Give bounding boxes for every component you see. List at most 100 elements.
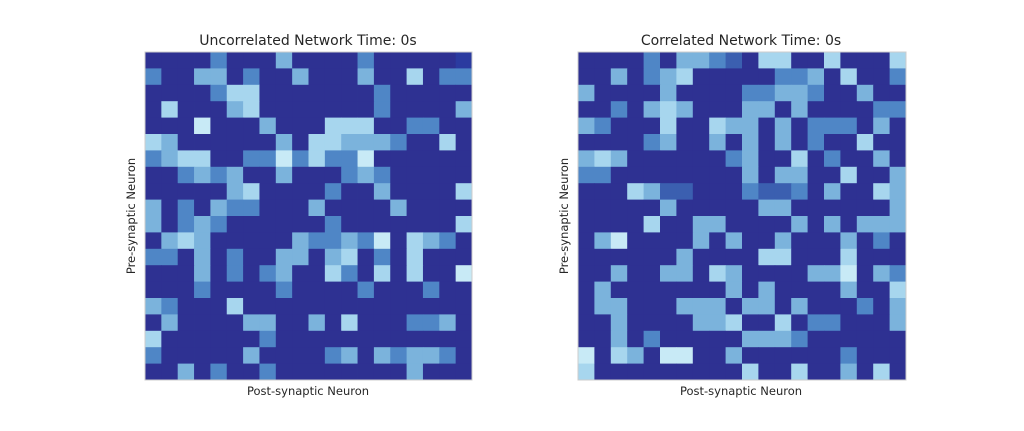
heatmap-cell [594,199,612,217]
heatmap-cell [758,134,776,151]
heatmap-cell [161,314,179,332]
heatmap-cell [439,101,457,118]
heatmap-cell [390,298,407,315]
heatmap-cell [145,183,162,200]
heatmap-cell [145,265,162,282]
heatmap-cell [145,199,162,217]
heatmap-cell [627,281,644,299]
heatmap-cell [292,68,309,86]
heatmap-cell [643,84,661,102]
heatmap-cell [676,281,694,299]
heatmap-cell [275,363,293,381]
heatmap-cell [824,101,841,118]
heatmap-cell [774,330,792,348]
heatmap-cell [161,183,179,200]
heatmap-cell [676,330,694,348]
heatmap-cell [324,101,342,118]
heatmap-cell [725,150,743,168]
heatmap-cell [643,347,661,364]
heatmap-cell [194,363,211,381]
heatmap-cell [177,265,195,282]
heatmap-cell [390,84,407,102]
heatmap-cell [406,199,424,217]
heatmap-cell [742,314,759,332]
heatmap-cell [455,216,473,233]
heatmap-cell [390,199,407,217]
heatmap-cell [660,330,677,348]
heatmap-cell [226,183,244,200]
heatmap-cell [873,314,890,332]
heatmap-cell [243,117,260,135]
heatmap-cell [357,134,375,151]
heatmap-cell [709,216,726,233]
heatmap-cell [873,265,890,282]
heatmap-cell [390,52,407,69]
heatmap-cell [758,265,776,282]
heatmap-cell [422,134,440,151]
heatmap-cell [177,166,195,184]
heatmap-cell [643,199,661,217]
heatmap-cell [807,298,825,315]
heatmap-cell [406,117,424,135]
heatmap-cell [422,52,440,69]
heatmap-cell [594,134,612,151]
heatmap-cell [610,281,628,299]
heatmap-cell [824,84,841,102]
heatmap-cell [578,298,595,315]
heatmap-cell [341,216,358,233]
heatmap-cell [758,314,776,332]
heatmap-cell [422,265,440,282]
heatmap-cell [226,298,244,315]
heatmap-cell [406,314,424,332]
heatmap-cell [439,330,457,348]
x-axis-label-correlated: Post-synaptic Neuron [680,384,802,398]
heatmap-cell [406,134,424,151]
heatmap-cell [889,166,907,184]
heatmap-cell [758,68,776,86]
heatmap-cell [856,265,874,282]
heatmap-cell [725,117,743,135]
heatmap-cell [840,363,858,381]
heatmap-cell [243,199,260,217]
heatmap-cell [856,330,874,348]
heatmap-cell [194,232,211,250]
heatmap-cell [161,281,179,299]
heatmap-cell [161,84,179,102]
heatmap-cell [194,314,211,332]
heatmap-cell [643,101,661,118]
heatmap-cell [455,281,473,299]
heatmap-cell [660,84,677,102]
heatmap-cell [824,134,841,151]
heatmap-cell [259,216,277,233]
heatmap-cell [889,134,907,151]
heatmap-cell [578,134,595,151]
heatmap-cell [292,84,309,102]
heatmap-cell [177,68,195,86]
heatmap-cell [226,150,244,168]
heatmap-cell [194,248,211,266]
heatmap-cell [455,347,473,364]
heatmap-cell [692,199,710,217]
heatmap-cell [742,232,759,250]
heatmap-cell [292,347,309,364]
heatmap-cell [742,265,759,282]
heatmap-cell [341,134,358,151]
heatmap-cell [594,347,612,364]
heatmap-cell [259,150,277,168]
heatmap-cell [840,314,858,332]
heatmap-cell [292,199,309,217]
heatmap-cell [275,281,293,299]
heatmap-cell [742,363,759,381]
heatmap-cell [610,330,628,348]
heatmap-cell [840,216,858,233]
heatmap-cell [627,298,644,315]
heatmap-cell [259,84,277,102]
heatmap-cell [643,281,661,299]
heatmap-cell [774,298,792,315]
heatmap-cell [210,101,228,118]
heatmap-cell [692,330,710,348]
heatmap-cell [373,232,391,250]
heatmap-cell [709,68,726,86]
heatmap-cell [889,183,907,200]
heatmap-cell [210,363,228,381]
